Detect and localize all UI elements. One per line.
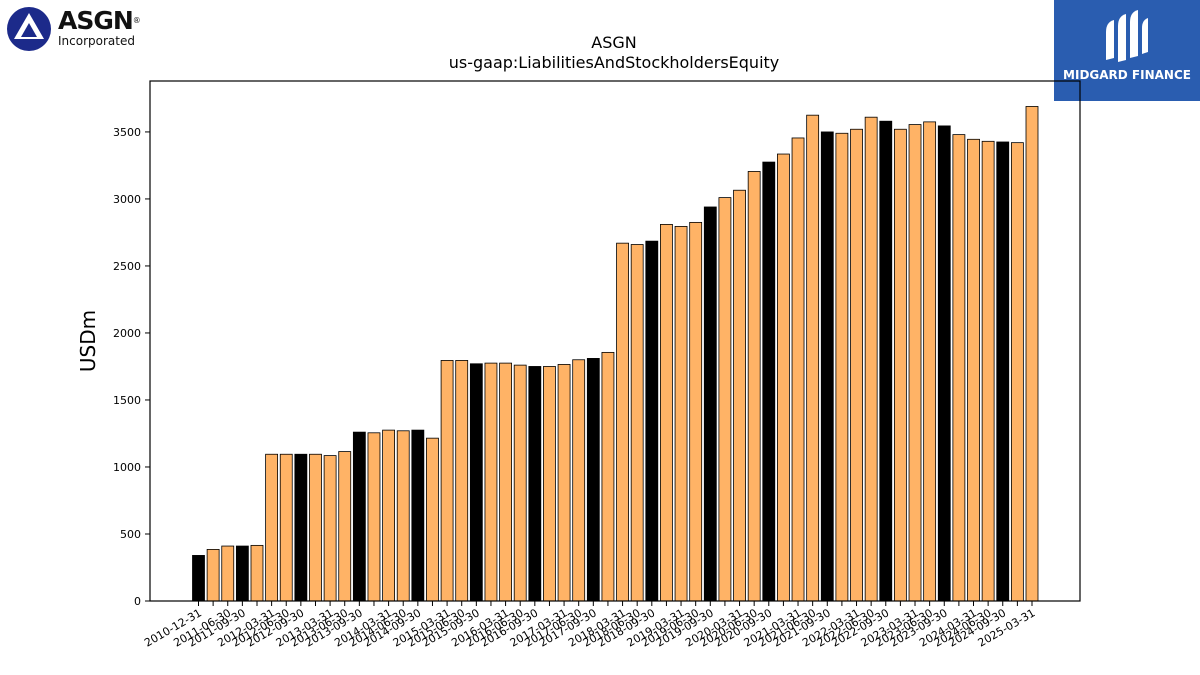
bar: [469, 363, 483, 602]
chart-subtitle: us-gaap:LiabilitiesAndStockholdersEquity: [449, 53, 780, 72]
bar: [923, 121, 937, 602]
plot-frame: [149, 80, 1081, 602]
bar: [484, 362, 498, 602]
bar: [192, 555, 205, 602]
bar: [411, 429, 425, 602]
bar: [206, 549, 220, 602]
bar: [543, 366, 556, 602]
y-axis-label: USDm: [76, 310, 100, 372]
bar: [893, 128, 907, 602]
bar: [937, 125, 951, 602]
midgard-logo-name: MIDGARD FINANCE: [1063, 68, 1191, 82]
bar: [967, 138, 980, 602]
bar: [850, 128, 863, 602]
bar: [309, 453, 322, 602]
bar: [820, 131, 834, 602]
bar: [440, 360, 454, 602]
bar: [557, 364, 571, 602]
bar: [513, 364, 527, 602]
y-tick-label: 3000: [113, 193, 141, 206]
bar: [586, 358, 600, 602]
bar: [689, 221, 703, 602]
bar: [864, 116, 878, 602]
bar: [265, 453, 279, 602]
bar: [367, 432, 381, 602]
bar: [879, 120, 893, 602]
bar: [352, 431, 366, 602]
bar: [791, 137, 805, 602]
bar: [630, 244, 644, 602]
bar: [382, 429, 396, 602]
bar: [338, 451, 352, 602]
y-tick-label: 0: [134, 595, 141, 608]
asgn-logo-subtitle: Incorporated: [58, 34, 135, 48]
chart-title: ASGN: [591, 33, 636, 52]
bar: [396, 430, 410, 602]
bar: [806, 114, 820, 602]
midgard-finance-logo: MIDGARD FINANCE: [1054, 0, 1200, 101]
bar: [528, 366, 542, 602]
y-tick-label: 2000: [113, 327, 141, 340]
bar: [674, 226, 688, 602]
bar: [996, 141, 1010, 602]
asgn-logo: ASGN® Incorporated: [4, 4, 154, 54]
bar: [1010, 142, 1024, 602]
bar: [1025, 106, 1039, 602]
y-tick-label: 3500: [113, 126, 141, 139]
bar: [601, 351, 615, 602]
bar: [572, 359, 586, 602]
y-axis-ticks: 0 500 1000 1500 2000 2500 3000 3500: [113, 126, 150, 608]
bar: [733, 189, 746, 602]
bar: [660, 223, 673, 602]
bar: [455, 360, 469, 602]
y-tick-label: 2500: [113, 260, 141, 273]
asgn-logo-icon: [7, 7, 51, 51]
bar: [235, 545, 249, 602]
bar: [616, 242, 629, 602]
bar: [323, 455, 337, 602]
bar: [835, 132, 849, 602]
y-tick-label: 1500: [113, 394, 141, 407]
bar: [294, 453, 308, 602]
bar: [250, 544, 264, 602]
bar: [762, 161, 776, 602]
bar: [981, 140, 995, 602]
bar: [426, 437, 439, 602]
midgard-logo-icon: [1106, 10, 1148, 62]
bar: [747, 171, 761, 602]
bar: [703, 206, 717, 602]
bar: [221, 545, 235, 602]
y-tick-label: 500: [120, 528, 141, 541]
bar: [499, 362, 512, 602]
bar: [777, 153, 790, 602]
bar: [908, 124, 922, 602]
bar: [952, 134, 966, 602]
bars-group: [192, 106, 1039, 602]
bar: [645, 240, 659, 602]
y-tick-label: 1000: [113, 461, 141, 474]
asgn-logo-name: ASGN®: [58, 6, 141, 35]
x-axis-ticks: 2010-12-312011-06-302011-09-302012-03-31…: [142, 601, 1038, 650]
bar: [718, 197, 732, 602]
bar: [279, 453, 293, 602]
